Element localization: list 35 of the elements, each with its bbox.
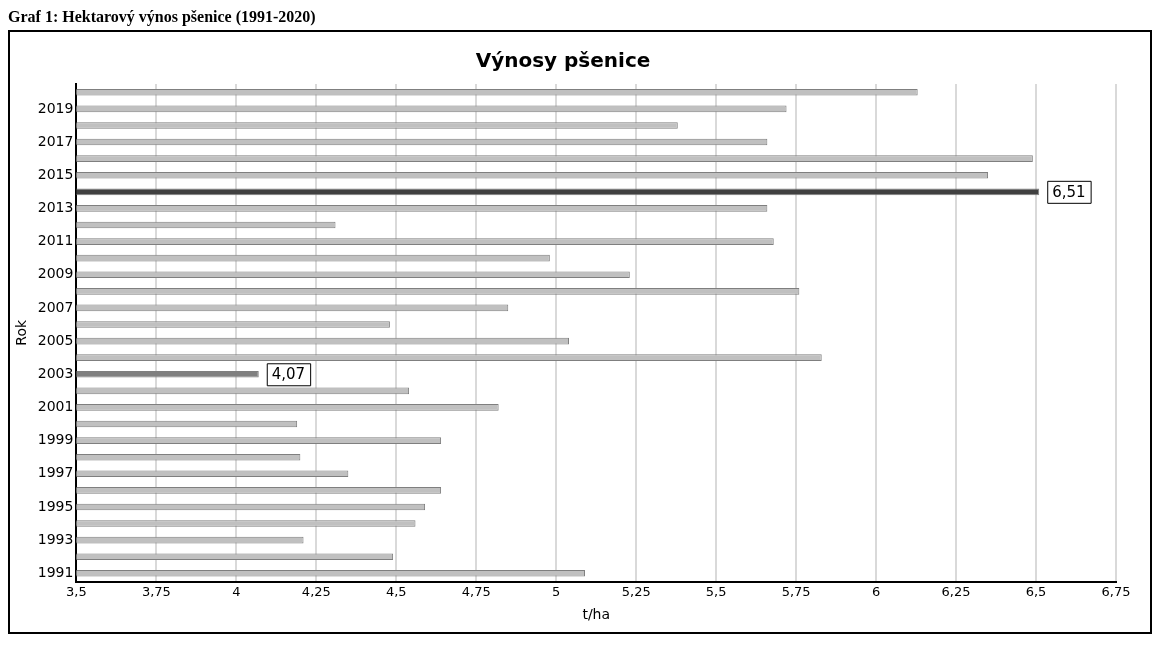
x-tick-label: 5,5 <box>705 583 727 599</box>
y-tick-label: 2013 <box>37 199 74 216</box>
x-tick-label: 6,75 <box>1101 583 1131 599</box>
x-axis-title: t/ha <box>582 606 611 623</box>
x-tick-label: 5 <box>552 583 561 599</box>
y-tick-label: 2007 <box>37 298 74 315</box>
y-tick-label: 1991 <box>37 563 74 580</box>
data-label: 4,07 <box>271 365 306 384</box>
x-tick-label: 4,5 <box>385 583 407 599</box>
x-tick-label: 6,25 <box>941 583 971 599</box>
x-tick-label: 3,75 <box>141 583 171 599</box>
y-tick-label: 2015 <box>37 165 74 182</box>
x-tick-label: 6,5 <box>1025 583 1047 599</box>
data-label: 6,51 <box>1052 182 1086 201</box>
y-tick-label: 1995 <box>37 497 74 514</box>
y-tick-label: 2011 <box>37 232 74 249</box>
x-tick-label: 3,5 <box>66 583 87 599</box>
y-tick-label: 2019 <box>37 99 74 116</box>
y-tick-label: 2017 <box>37 132 74 149</box>
y-tick-label: 1999 <box>37 431 74 448</box>
y-tick-label: 1997 <box>37 464 74 481</box>
x-tick-label: 4,75 <box>461 583 491 599</box>
text: Graf 1: Hektarový výnos pšenice (1991-2020) <box>8 8 317 26</box>
x-tick-label: 5,75 <box>781 583 811 599</box>
y-tick-label: 2009 <box>37 265 74 282</box>
y-tick-label: 2001 <box>37 398 74 415</box>
chart-title: Výnosy pšenice <box>475 48 651 73</box>
x-tick-label: 4 <box>232 583 241 599</box>
y-tick-label: 1993 <box>37 530 74 547</box>
x-tick-label: 5,25 <box>621 583 651 599</box>
y-tick-label: 2003 <box>37 364 74 381</box>
y-axis-title: Rok <box>13 319 30 346</box>
x-tick-label: 4,25 <box>301 583 331 599</box>
x-tick-label: 6 <box>871 583 881 599</box>
y-tick-label: 2005 <box>37 331 74 348</box>
